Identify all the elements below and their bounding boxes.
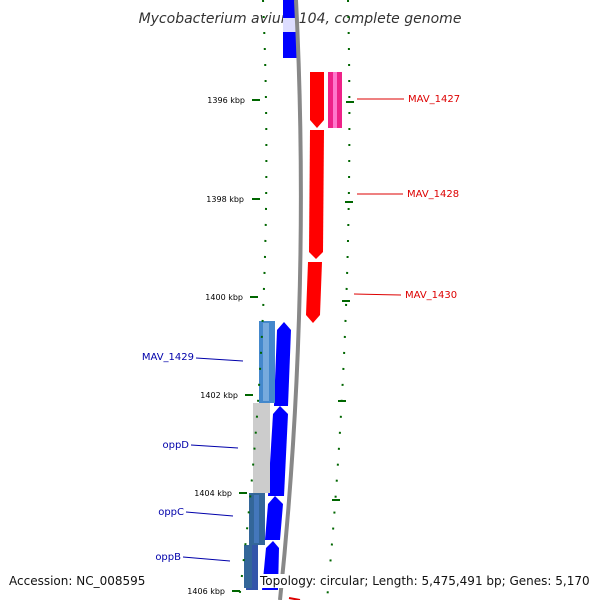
- label-oppb[interactable]: oppB: [155, 552, 231, 563]
- tick-label-1404: 1404 kbp: [194, 489, 232, 498]
- ring-segment-blue-shade: [263, 323, 269, 401]
- gene-oppd[interactable]: [268, 406, 288, 496]
- ring-segment-darkblue-shade: [254, 495, 259, 543]
- label-mav1427[interactable]: MAV_1427: [357, 94, 460, 105]
- label-oppc[interactable]: oppC: [158, 507, 234, 518]
- gene-mav1429[interactable]: [274, 322, 291, 406]
- tick-1402: 1402 kbp: [200, 391, 253, 400]
- label-oppd-text[interactable]: oppD: [162, 440, 189, 451]
- outer-ring-major-ticks: [332, 101, 354, 501]
- map-title: Mycobacterium avium 104, complete genome: [139, 11, 462, 27]
- gene-mav1428[interactable]: [309, 130, 324, 259]
- tick-1404: 1404 kbp: [194, 489, 247, 498]
- genome-summary-text: Topology: circular; Length: 5,475,491 bp…: [260, 574, 590, 588]
- tick-1400: 1400 kbp: [205, 293, 258, 302]
- tick-label-1406: 1406 kbp: [187, 587, 225, 596]
- tick-1396: 1396 kbp: [207, 96, 260, 105]
- ring-segment-grey: [253, 403, 270, 493]
- tick-label-1400: 1400 kbp: [205, 293, 243, 302]
- label-oppc-text[interactable]: oppC: [158, 507, 184, 518]
- tick-label-1398: 1398 kbp: [206, 195, 244, 204]
- gene-mav1427[interactable]: [310, 72, 324, 128]
- gene-mav1427-companion-shade: [333, 72, 337, 128]
- genome-backbone: [278, 0, 303, 600]
- label-mav1430[interactable]: MAV_1430: [353, 290, 457, 301]
- tick-label-1396: 1396 kbp: [207, 96, 245, 105]
- tick-1406: 1406 kbp: [187, 587, 240, 596]
- gene-oppc[interactable]: [265, 496, 283, 540]
- label-mav1429-text[interactable]: MAV_1429: [142, 352, 194, 363]
- accession-text: Accession: NC_008595: [9, 574, 146, 588]
- label-mav1427-text[interactable]: MAV_1427: [408, 94, 460, 105]
- tick-1398: 1398 kbp: [206, 195, 260, 204]
- ring-segment-darkblue-lower: [244, 545, 252, 588]
- feature-top-fragment-highlight: [283, 18, 297, 32]
- label-oppd[interactable]: oppD: [162, 440, 239, 451]
- gene-mav1430[interactable]: [306, 262, 322, 323]
- label-oppb-text[interactable]: oppB: [155, 552, 181, 563]
- label-mav1428-text[interactable]: MAV_1428: [407, 189, 459, 200]
- tick-label-1402: 1402 kbp: [200, 391, 238, 400]
- label-mav1428[interactable]: MAV_1428: [357, 189, 459, 200]
- label-mav1430-text[interactable]: MAV_1430: [405, 290, 457, 301]
- label-mav1429[interactable]: MAV_1429: [142, 352, 244, 363]
